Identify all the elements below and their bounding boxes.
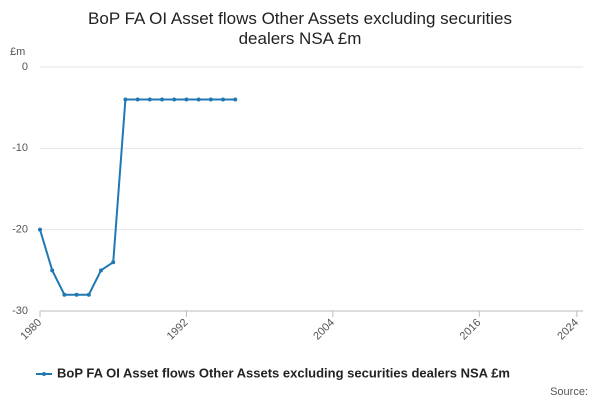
y-tick-label: -10 bbox=[12, 142, 28, 154]
title-line: BoP FA OI Asset flows Other Assets exclu… bbox=[88, 9, 512, 28]
x-tick-label: 2024 bbox=[555, 317, 581, 343]
x-tick-label: 2016 bbox=[458, 317, 484, 343]
point bbox=[208, 97, 213, 102]
point bbox=[50, 268, 55, 273]
point bbox=[184, 97, 189, 102]
y-tick-label: -20 bbox=[12, 224, 28, 236]
point bbox=[86, 292, 91, 297]
legend-swatch-dot bbox=[42, 372, 46, 376]
point bbox=[172, 97, 177, 102]
point bbox=[74, 292, 79, 297]
x-tick-label: 1992 bbox=[165, 317, 191, 343]
point bbox=[221, 97, 226, 102]
point bbox=[160, 97, 165, 102]
legend-label: BoP FA OI Asset flows Other Assets exclu… bbox=[57, 365, 510, 380]
point bbox=[147, 97, 152, 102]
line bbox=[39, 98, 236, 296]
chart-title: BoP FA OI Asset flows Other Assets exclu… bbox=[88, 9, 512, 48]
y-tick-label: -30 bbox=[12, 305, 28, 317]
x-tick-label: 1980 bbox=[18, 317, 44, 343]
source: Source: bbox=[550, 386, 588, 398]
point bbox=[135, 97, 140, 102]
point bbox=[233, 97, 238, 102]
point bbox=[123, 97, 128, 102]
point bbox=[38, 227, 42, 232]
point bbox=[62, 292, 67, 297]
x-tick-label: 2004 bbox=[311, 317, 337, 343]
point bbox=[111, 260, 116, 265]
point bbox=[99, 268, 104, 273]
y-tick-label: 0 bbox=[22, 61, 28, 73]
point bbox=[196, 97, 201, 102]
title-line: dealers NSA £m bbox=[239, 29, 362, 48]
y-axis-label: £m bbox=[10, 46, 25, 58]
